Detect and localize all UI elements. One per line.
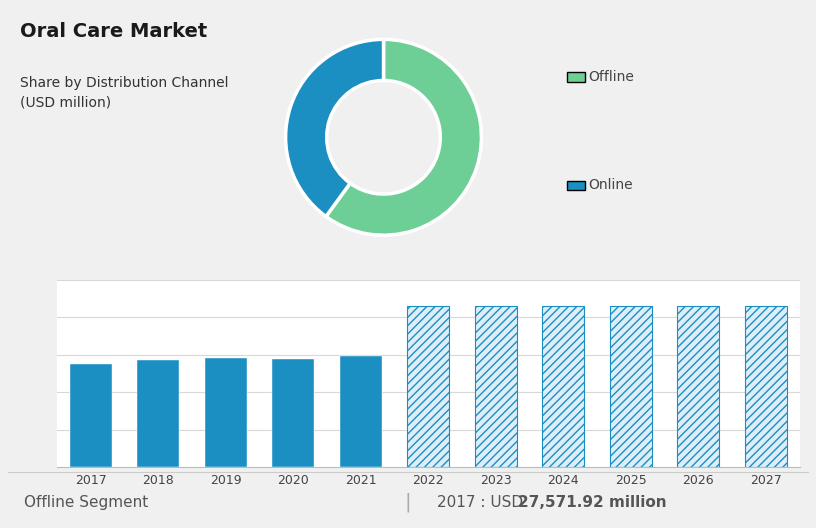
Text: Offline Segment: Offline Segment	[24, 495, 149, 510]
Bar	[137, 361, 180, 467]
Wedge shape	[286, 40, 384, 216]
Bar	[610, 306, 652, 467]
Text: Offline: Offline	[588, 70, 635, 84]
Bar	[340, 355, 382, 467]
Text: |: |	[405, 493, 411, 512]
Text: Oral Care Market: Oral Care Market	[20, 22, 207, 41]
Bar	[475, 306, 517, 467]
Bar	[745, 306, 787, 467]
Bar	[543, 306, 584, 467]
Text: Online: Online	[588, 178, 633, 192]
Text: 2017 : USD: 2017 : USD	[437, 495, 528, 510]
Text: 27,571.92 million: 27,571.92 million	[518, 495, 667, 510]
Bar	[407, 306, 450, 467]
Bar	[70, 364, 112, 467]
Bar	[205, 358, 246, 467]
Bar	[677, 306, 720, 467]
Bar	[273, 359, 314, 467]
Text: Share by Distribution Channel
(USD million): Share by Distribution Channel (USD milli…	[20, 76, 229, 109]
Wedge shape	[326, 40, 481, 235]
